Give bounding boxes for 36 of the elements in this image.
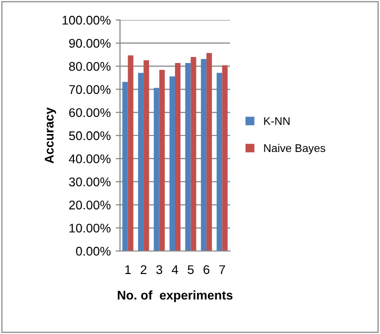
y-tick-label: 10.00% xyxy=(70,224,111,233)
bar xyxy=(200,59,206,251)
bar xyxy=(159,70,165,251)
y-tick-label: 50.00% xyxy=(69,131,111,140)
bar xyxy=(138,72,144,251)
bar xyxy=(190,56,196,251)
x-tick-label: 3 xyxy=(156,265,162,274)
bar xyxy=(222,65,228,251)
x-axis-title: No. of experiments xyxy=(118,290,232,302)
legend-label: Naive Bayes xyxy=(264,144,326,154)
y-tick-label: 0.00% xyxy=(76,246,111,256)
x-tick-label: 5 xyxy=(188,265,194,274)
y-axis-title: Accuracy xyxy=(44,107,56,164)
bar xyxy=(206,53,212,251)
y-tick-label: 60.00% xyxy=(69,108,111,118)
bar xyxy=(154,88,160,251)
bar xyxy=(170,76,175,251)
y-tick-label: 40.00% xyxy=(68,154,111,164)
x-tick-label: 4 xyxy=(172,265,178,274)
x-tick-label: 2 xyxy=(140,265,146,274)
bar xyxy=(144,60,150,251)
y-tick-label: 100.00% xyxy=(62,16,111,25)
bar xyxy=(216,72,222,251)
x-tick-label: 1 xyxy=(125,265,131,274)
y-tick-label: 70.00% xyxy=(69,85,111,94)
legend-label: K-NN xyxy=(264,117,290,125)
bar xyxy=(122,82,128,251)
bar xyxy=(175,62,180,251)
y-tick-label: 30.00% xyxy=(69,178,111,186)
y-tick-label: 20.00% xyxy=(69,200,111,210)
y-tick-label: 80.00% xyxy=(69,62,111,71)
x-tick-label: 6 xyxy=(204,265,210,274)
y-tick-label: 90.00% xyxy=(69,38,111,48)
bar xyxy=(185,62,191,251)
x-tick-label: 7 xyxy=(219,265,225,274)
bar xyxy=(128,55,134,251)
